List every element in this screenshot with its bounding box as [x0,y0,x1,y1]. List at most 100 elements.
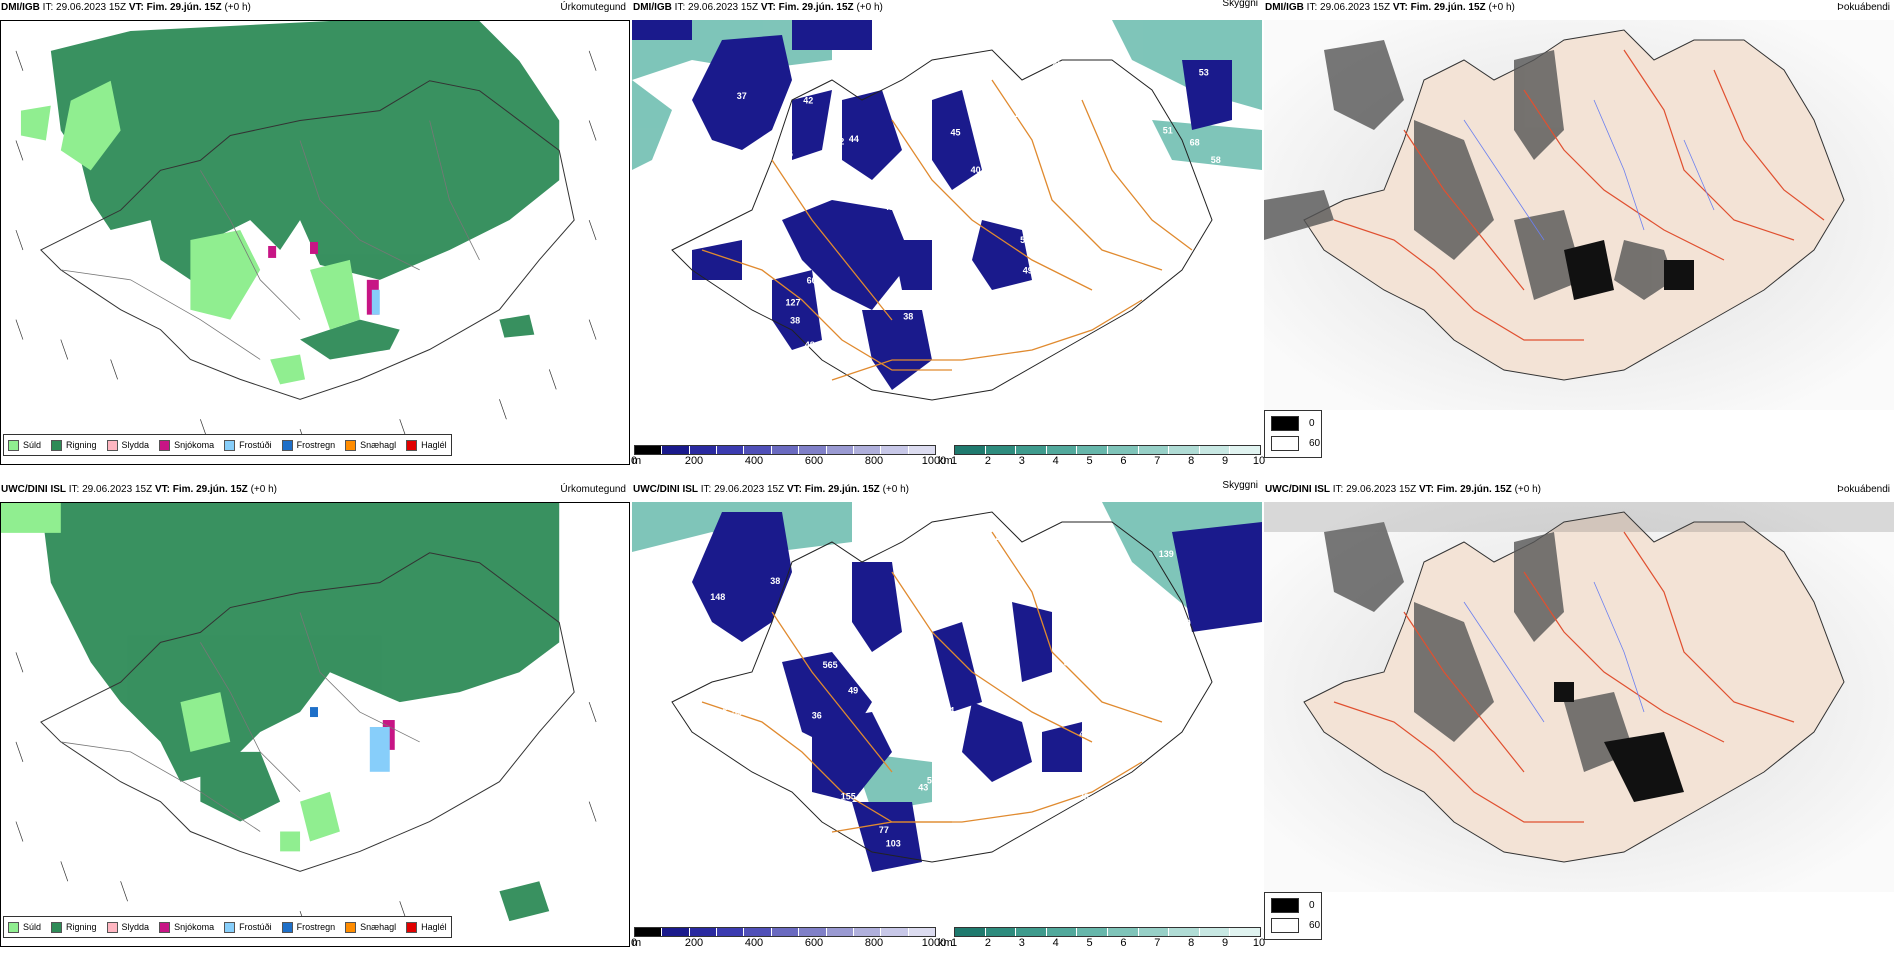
cloud-base-bar [634,445,936,455]
cloud-map-graphic: 56 49 161 109 108 107 94 155 139 181 202 148 101 103 4… [632,502,1262,917]
legend-label: Haglél [421,440,447,450]
colorbar-segment [1046,928,1078,936]
visibility-ticks: 1 2 3 4 5 6 7 8 9 10 [951,455,1265,469]
colorbar-tick: 6 [1120,455,1127,467]
colorbar-tick: 400 [744,455,764,467]
legend-item: Haglél [406,439,447,451]
cloud-base-value: 205 [778,149,793,159]
cloud-base-value: 49 [1079,729,1089,739]
colorbar-tick: 10 [1252,937,1266,949]
legend-swatch [224,439,236,451]
cloud-base-value: 80 [1143,647,1153,657]
model-name: UWC/DINI ISL [1,484,66,495]
cloud-base-value: 44 [719,783,729,793]
legend-item: Slydda [106,439,149,451]
fog-legend-dark: 0 [1309,418,1315,429]
cloud-base-value: 42 [845,843,855,853]
colorbar-segment [717,928,745,936]
legend-swatch [106,921,118,933]
it-value: 29.06.2023 15Z [1320,2,1391,13]
fog-legend-swatch [1271,416,1299,431]
offset: (+0 h) [250,484,277,495]
cloud-base-value: 68 [1190,137,1200,147]
colorbar-tick: 8 [1188,937,1195,949]
cloud-base-value: 161 [1175,793,1190,803]
cloud-base-value: 121 [894,300,909,310]
cloud-base-unit: m [632,937,642,949]
colorbar-tick: 0 [630,455,638,467]
legend-label: Frostregn [296,922,336,932]
legend-swatch [406,921,418,933]
colorbar-segment [662,928,690,936]
cloud-base-value: 39 [1064,657,1074,667]
legend-item: Snjókoma [159,921,215,933]
legend-label: Haglél [421,922,447,932]
colorbar-tick: 2 [984,937,991,949]
colorbar-tick: 600 [804,455,824,467]
legend-item: Snæhagl [345,439,396,451]
colorbar-segment [1230,928,1260,936]
colorbar-tick: 600 [804,937,824,949]
cloud-base-value: 45 [951,127,961,137]
panel-title: Úrkomutegund [560,484,626,495]
cloud-base-ticks: 0 200 400 600 800 1000 [630,937,946,951]
legend-label: Frostúði [239,922,272,932]
fog-map [1264,502,1894,892]
cloud-base-value: 49 [1181,618,1191,628]
cloud-base-value: 40 [971,165,981,175]
vt-label: VT: Fim. 29.jún. 15Z [760,2,854,13]
panel-header: DMI/IGB IT: 29.06.2023 15Z VT: Fim. 29.j… [633,0,1260,16]
legend-label: Rigning [66,440,97,450]
panel-title: Þokuábendi [1837,2,1890,13]
colorbar-tick: 1000 [921,937,947,949]
cloud-base-value: 53 [1199,68,1209,78]
legend-label: Frostregn [296,440,336,450]
fog-legend-light: 60 [1309,438,1321,449]
it-value: 29.06.2023 15Z [56,2,127,13]
colorbar-tick: 0 [630,937,638,949]
cloud-base-value: 48 [805,340,815,350]
vt-label: VT: Fim. 29.jún. 15Z [786,484,880,495]
legend-item: Snjókoma [159,439,214,451]
legend-label: Súld [23,922,42,932]
legend-label: Súld [23,440,42,450]
fog-legend-swatch [1271,898,1299,913]
cloud-base-value: 127 [786,297,801,307]
legend-label: Slydda [121,922,150,932]
legend-item: Snæhagl [345,921,396,933]
colorbar-segment [1138,446,1170,454]
cloud-base-value: 54 [723,702,733,712]
cloud-base-value: 54 [944,706,954,716]
offset: (+0 h) [882,484,909,495]
panel-fog-top: DMI/IGB IT: 29.06.2023 15Z VT: Fim. 29.j… [1264,0,1894,465]
colorbar-segment [826,446,854,454]
colorbar-segment [744,446,772,454]
cloud-base-value: 148 [1132,105,1147,115]
legend-item: Frostregn [281,439,336,451]
cloud-base-value: 75 [707,330,717,340]
cloud-labels: 53 47 40 49 46 38 45 45 50 44 75 38 49 70 61 37 46 58 56 51… [707,46,1220,378]
cloud-base-value: 51 [932,562,942,572]
colorbar-segment [799,446,827,454]
model-name: UWC/DINI ISL [633,484,698,495]
cloud-base-value: 55 [894,184,904,194]
legend-swatch [345,439,357,451]
cloud-base-ticks: 0 200 400 600 800 1000 [630,455,946,469]
colorbar-segment [1199,446,1231,454]
cloud-base-value: 46 [900,46,910,56]
colorbar-tick: 1000 [921,455,947,467]
panel-header: UWC/DINI ISL IT: 29.06.2023 15Z VT: Fim.… [633,480,1260,498]
cloud-base-value: 47 [1112,344,1122,354]
legend-swatch [106,439,118,451]
cloud-base-bar [634,927,936,937]
fog-legend: 0 60 [1264,892,1322,940]
colorbar-tick: 2 [984,455,991,467]
legend-label: Snjókoma [174,922,215,932]
fog-legend-row: 0 [1271,898,1315,913]
cloud-base-value: 67 [1055,233,1065,243]
cloud-base-value: 565 [823,660,838,670]
colorbar-tick: 4 [1052,937,1059,949]
cloud-base-value: 133 [1103,661,1118,671]
colorbar-segment [771,928,800,936]
cloud-base-value: 139 [1159,549,1174,559]
